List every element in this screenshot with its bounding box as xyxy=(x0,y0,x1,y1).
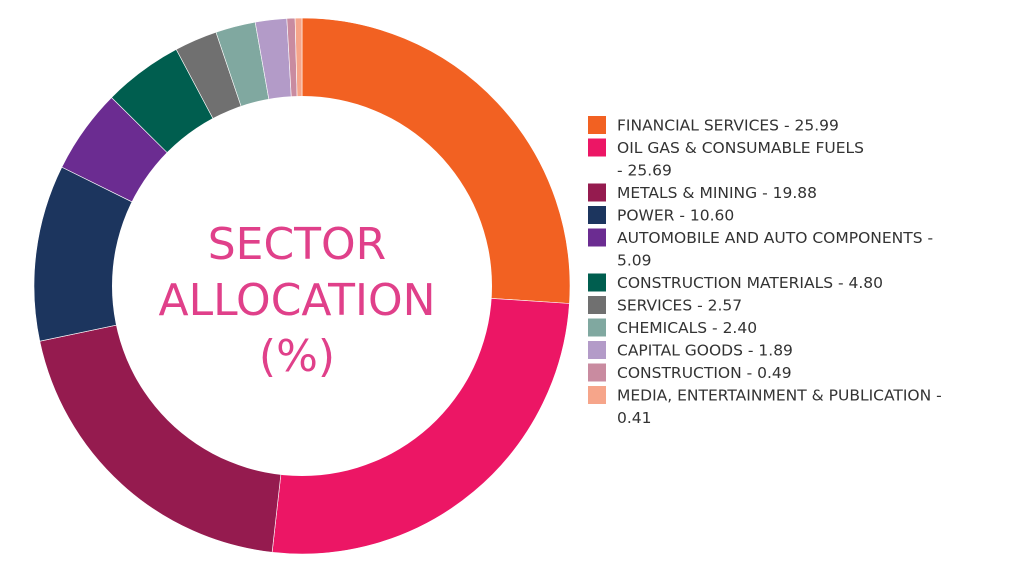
legend-swatch-11 xyxy=(588,386,606,404)
legend-item-3: METALS & MINING - 19.88 xyxy=(588,183,817,202)
legend-swatch-9 xyxy=(588,341,606,359)
legend-swatch-6 xyxy=(588,273,606,292)
center-title-line-1: SECTOR xyxy=(208,219,387,270)
legend-label-11-line-2: 0.41 xyxy=(617,409,652,427)
legend-swatch-1 xyxy=(588,116,606,134)
legend-item-1: FINANCIAL SERVICES - 25.99 xyxy=(588,116,839,135)
legend-item-8: CHEMICALS - 2.40 xyxy=(588,318,757,337)
legend-label-10-line-1: CONSTRUCTION - 0.49 xyxy=(617,364,792,382)
legend-swatch-3 xyxy=(588,183,606,202)
legend-label-2-line-2: - 25.69 xyxy=(617,162,672,180)
legend-swatch-10 xyxy=(588,363,606,382)
legend-label-3-line-1: METALS & MINING - 19.88 xyxy=(617,184,817,202)
legend-swatch-4 xyxy=(588,206,606,224)
legend: FINANCIAL SERVICES - 25.99 OIL GAS & CONS… xyxy=(588,116,942,427)
legend-label-11-line-1: MEDIA, ENTERTAINMENT & PUBLICATION - xyxy=(617,387,942,405)
legend-item-6: CONSTRUCTION MATERIALS - 4.80 xyxy=(588,273,883,292)
legend-swatch-7 xyxy=(588,296,606,314)
center-title-line-3: (%) xyxy=(259,331,335,382)
legend-swatch-8 xyxy=(588,318,606,337)
legend-label-5-line-1: AUTOMOBILE AND AUTO COMPONENTS - xyxy=(617,229,933,247)
donut-hole xyxy=(112,96,492,476)
center-title-line-2: ALLOCATION xyxy=(159,275,436,326)
legend-label-1-line-1: FINANCIAL SERVICES - 25.99 xyxy=(617,117,839,135)
legend-label-8-line-1: CHEMICALS - 2.40 xyxy=(617,319,757,337)
legend-label-5-line-2: 5.09 xyxy=(617,252,652,270)
legend-swatch-5 xyxy=(588,228,606,247)
legend-item-10: CONSTRUCTION - 0.49 xyxy=(588,363,792,382)
legend-item-7: SERVICES - 2.57 xyxy=(588,296,742,315)
legend-label-6-line-1: CONSTRUCTION MATERIALS - 4.80 xyxy=(617,274,883,292)
legend-item-2: OIL GAS & CONSUMABLE FUELS - 25.69 xyxy=(588,138,864,180)
legend-item-11: MEDIA, ENTERTAINMENT & PUBLICATION - 0.41 xyxy=(588,386,942,427)
center-title: SECTOR ALLOCATION (%) xyxy=(159,219,436,382)
legend-label-7-line-1: SERVICES - 2.57 xyxy=(617,297,742,315)
legend-item-5: AUTOMOBILE AND AUTO COMPONENTS - 5.09 xyxy=(588,228,933,270)
legend-label-4-line-1: POWER - 10.60 xyxy=(617,207,734,225)
legend-item-9: CAPITAL GOODS - 1.89 xyxy=(588,341,793,360)
legend-label-9-line-1: CAPITAL GOODS - 1.89 xyxy=(617,342,793,360)
legend-label-2-line-1: OIL GAS & CONSUMABLE FUELS xyxy=(617,139,864,157)
legend-swatch-2 xyxy=(588,138,606,157)
legend-item-4: POWER - 10.60 xyxy=(588,206,734,225)
